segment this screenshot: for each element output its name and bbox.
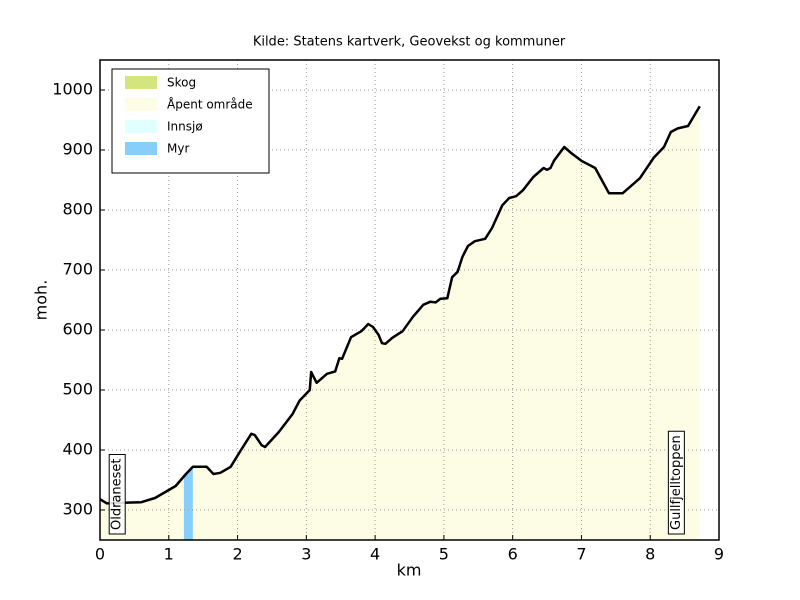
plot-frame [99, 59, 720, 541]
legend-label: Åpent område [167, 97, 253, 112]
x-tick-label: 0 [95, 545, 105, 564]
annotation: Oldraneset [108, 453, 126, 535]
x-tick-label: 7 [576, 545, 586, 564]
legend-label: Innsjø [167, 120, 203, 134]
x-tick-label: 5 [439, 545, 449, 564]
legend-label: Skog [167, 76, 196, 90]
legend-swatch [125, 98, 157, 111]
x-tick-label: 3 [301, 545, 311, 564]
legend: Skog Åpent område Innsjø Myr [111, 68, 270, 174]
annotation: Gullfjelltoppen [667, 430, 685, 535]
legend-label: Myr [167, 142, 189, 156]
x-tick-label: 4 [370, 545, 380, 564]
x-tick-label: 2 [232, 545, 242, 564]
profile-line [99, 105, 701, 505]
y-tick-label: 400 [62, 440, 93, 459]
x-tick-label: 9 [714, 545, 724, 564]
annotation-text: Gullfjelltoppen [669, 435, 684, 530]
legend-swatch [125, 76, 157, 89]
y-tick-label: 1000 [52, 80, 93, 99]
cover-area [100, 106, 700, 540]
cover-area [183, 466, 193, 540]
x-axis-label: km [397, 561, 422, 580]
y-tick-label: 800 [62, 200, 93, 219]
chart-title: Kilde: Statens kartverk, Geovekst og kom… [253, 35, 566, 50]
y-tick-label: 500 [62, 380, 93, 399]
annotation-box [667, 430, 685, 535]
y-axis-label: moh. [32, 280, 51, 321]
legend-swatch [125, 142, 157, 155]
y-tick-label: 300 [62, 500, 93, 519]
y-tick-label: 700 [62, 260, 93, 279]
annotation-box [108, 453, 126, 535]
annotation-text: Oldraneset [110, 458, 125, 530]
x-tick-label: 1 [164, 545, 174, 564]
x-tick-label: 6 [508, 545, 518, 564]
y-tick-label: 900 [62, 140, 93, 159]
y-tick-label: 600 [62, 320, 93, 339]
x-tick-label: 8 [645, 545, 655, 564]
legend-swatch [125, 120, 157, 133]
